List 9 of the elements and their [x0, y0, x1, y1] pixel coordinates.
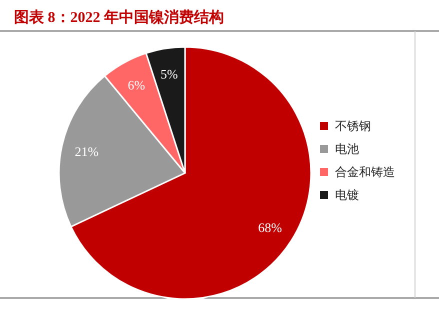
legend-label: 电镀 [335, 188, 359, 202]
legend-label: 合金和铸造 [335, 165, 395, 179]
data-label: 68% [258, 220, 282, 236]
data-label: 6% [128, 78, 146, 93]
legend-label: 电池 [335, 142, 359, 156]
data-label: 5% [160, 66, 178, 82]
chart-title: 图表 8：2022 年中国镍消费结构 [14, 9, 224, 26]
data-label: 21% [74, 144, 99, 160]
legend-label: 不锈钢 [335, 119, 371, 133]
